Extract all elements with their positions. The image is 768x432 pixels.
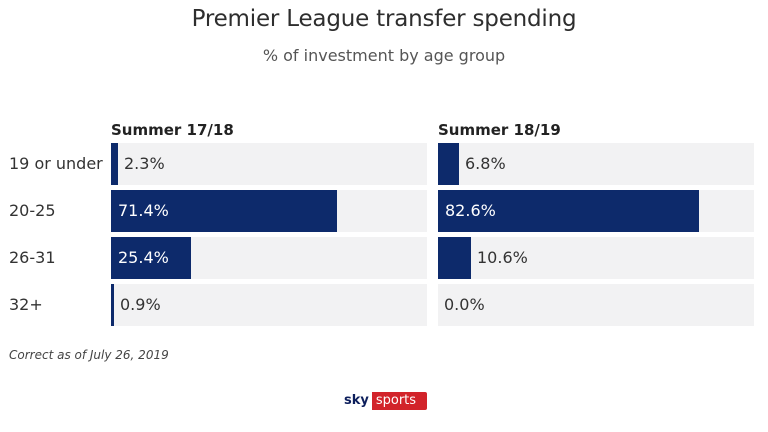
bar-track: 6.8% [438, 143, 754, 185]
data-label: 82.6% [445, 201, 496, 220]
data-label: 25.4% [118, 248, 169, 267]
footnote: Correct as of July 26, 2019 [9, 348, 169, 362]
category-label: 19 or under [9, 154, 103, 173]
data-label: 2.3% [124, 154, 165, 173]
chart-subtitle: % of investment by age group [262, 46, 506, 65]
bar-track: 71.4% [111, 190, 427, 232]
bar [111, 143, 118, 185]
bar-track: 82.6% [438, 190, 754, 232]
data-label: 0.9% [120, 295, 161, 314]
bar-track: 25.4% [111, 237, 427, 279]
data-label: 71.4% [118, 201, 169, 220]
category-label: 26-31 [9, 248, 56, 267]
bar [111, 237, 191, 279]
bar [111, 190, 337, 232]
data-label: 10.6% [477, 248, 528, 267]
data-label: 6.8% [465, 154, 506, 173]
bar [438, 143, 459, 185]
bar [438, 190, 699, 232]
data-label: 0.0% [444, 295, 485, 314]
bar [438, 237, 471, 279]
category-label: 32+ [9, 295, 43, 314]
bar [111, 284, 114, 326]
series-title: Summer 17/18 [111, 121, 234, 139]
series-title: Summer 18/19 [438, 121, 561, 139]
category-label: 20-25 [9, 201, 56, 220]
logo-sky-text: sky [341, 392, 372, 410]
bar-track: 10.6% [438, 237, 754, 279]
bar-track: 2.3% [111, 143, 427, 185]
bar-track: 0.9% [111, 284, 427, 326]
bar-track: 0.0% [438, 284, 754, 326]
sky-sports-logo: sky sports [341, 392, 427, 410]
chart-title: Premier League transfer spending [191, 6, 577, 32]
logo-sports-text: sports [371, 392, 427, 410]
